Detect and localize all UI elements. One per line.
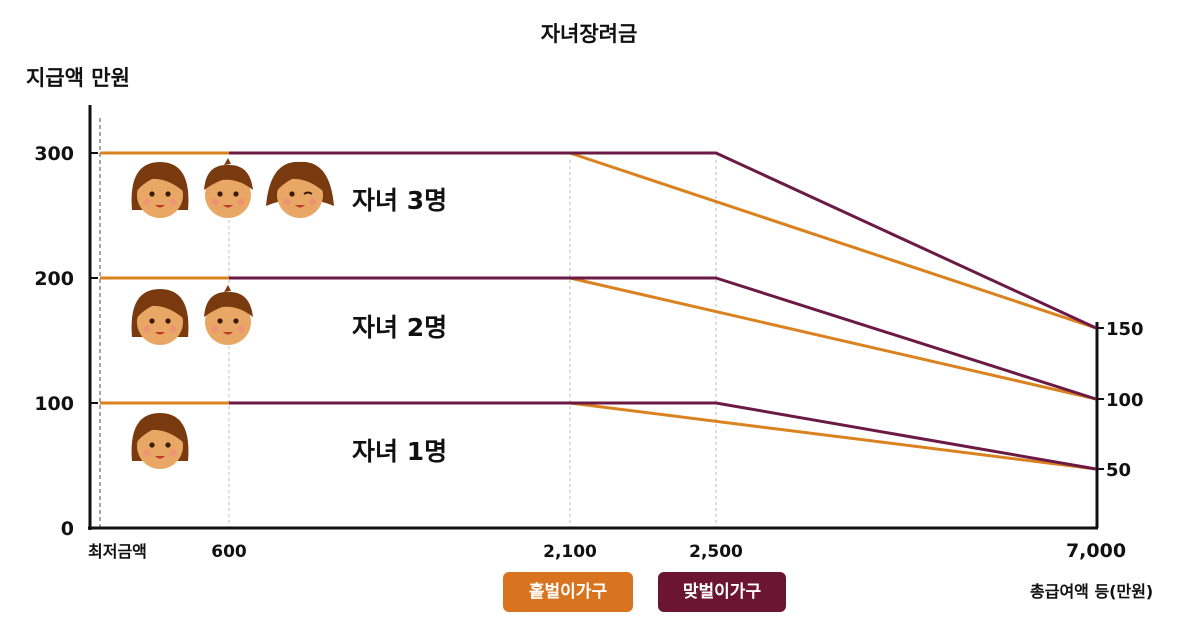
right-y-tick-label: 100 bbox=[1106, 390, 1144, 411]
right-y-tick-label: 50 bbox=[1106, 460, 1131, 481]
x-axis-label: 총급여액 등(만원) bbox=[1030, 582, 1154, 601]
series-line-dual-income bbox=[229, 276, 1097, 401]
series-line-dual-income bbox=[229, 401, 1097, 471]
right-y-tick-label: 150 bbox=[1106, 319, 1144, 340]
y-tick-label: 300 bbox=[34, 143, 74, 165]
y-tick-label: 100 bbox=[34, 393, 74, 415]
y-tick-label: 0 bbox=[61, 518, 74, 540]
y-tick-label: 200 bbox=[34, 268, 74, 290]
y-axis-label: 지급액 만원 bbox=[26, 66, 130, 90]
child-count-label: 자녀 1명 bbox=[352, 437, 447, 466]
x-tick-label: 2,500 bbox=[689, 542, 743, 562]
series-line-single-income bbox=[100, 276, 1097, 401]
series-line-dual-income bbox=[229, 151, 1097, 330]
child-face-icon bbox=[204, 285, 253, 345]
legend-single-income: 홑벌이가구 bbox=[503, 572, 633, 612]
child-face-icon bbox=[204, 158, 253, 218]
child-face-icon bbox=[266, 161, 334, 218]
child-count-label: 자녀 3명 bbox=[352, 186, 447, 215]
x-tick-label: 7,000 bbox=[1066, 540, 1126, 562]
child-face-icon bbox=[131, 162, 189, 218]
child-face-icon bbox=[131, 289, 189, 345]
chart-title: 자녀장려금 bbox=[540, 22, 638, 46]
x-tick-label: 2,100 bbox=[543, 542, 597, 562]
series-line-single-income bbox=[100, 401, 1097, 471]
x-tick-label: 최저금액 bbox=[88, 542, 147, 561]
child-count-label: 자녀 2명 bbox=[352, 313, 447, 342]
child-face-icon bbox=[131, 413, 189, 469]
x-tick-label: 600 bbox=[211, 542, 247, 562]
legend-dual-income: 맞벌이가구 bbox=[658, 572, 786, 612]
